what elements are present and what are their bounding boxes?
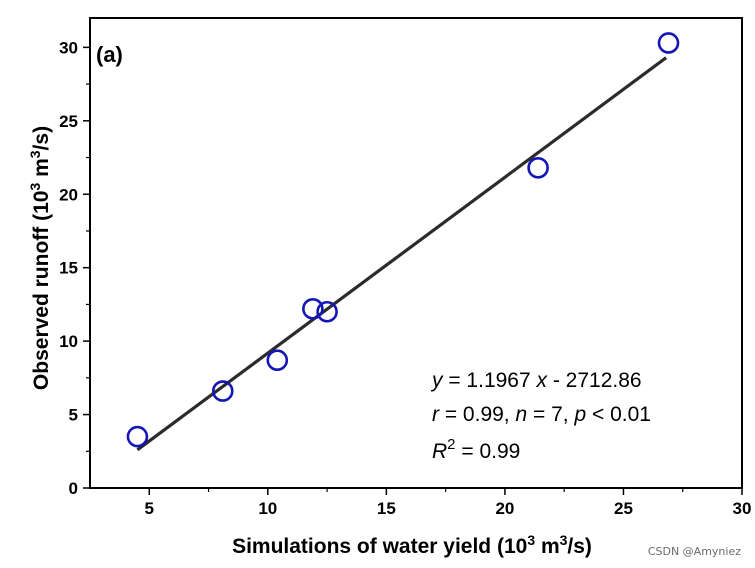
- y-tick-label: 30: [59, 38, 78, 57]
- plot-frame: [89, 17, 743, 489]
- data-point: [302, 298, 324, 320]
- y-tick-label: 10: [59, 332, 78, 351]
- data-point: [126, 425, 149, 448]
- data-point: [527, 157, 549, 179]
- y-tick-label: 5: [69, 406, 78, 425]
- y-tick-label: 25: [59, 112, 78, 131]
- data-point: [657, 32, 680, 54]
- data-point: [266, 349, 289, 372]
- data-point: [316, 300, 338, 323]
- y-tick-label: 0: [69, 479, 78, 498]
- y-tick-label: 20: [59, 185, 78, 204]
- panel-label: (a): [96, 42, 123, 67]
- equation-annotation: y = 1.1967 x - 2712.86: [430, 369, 642, 392]
- y-tick-label: 15: [59, 259, 78, 278]
- watermark: CSDN @Amyniez: [647, 545, 741, 558]
- regression-line: [136, 56, 668, 452]
- y-axis-label: Observed runoff (103 m3/s): [27, 126, 53, 390]
- x-tick-label: 20: [495, 499, 514, 518]
- data-point: [211, 380, 234, 402]
- x-tick-label: 30: [733, 499, 752, 518]
- stats-annotation: r = 0.99, n = 7, p < 0.01: [432, 403, 651, 426]
- x-tick-label: 25: [614, 499, 633, 518]
- x-tick-label: 5: [145, 499, 154, 518]
- x-tick-label: 15: [377, 499, 396, 518]
- r-squared-annotation: R2 = 0.99: [432, 436, 520, 463]
- x-axis-label: Simulations of water yield (103 m3/s): [232, 532, 592, 558]
- x-tick-label: 10: [258, 499, 277, 518]
